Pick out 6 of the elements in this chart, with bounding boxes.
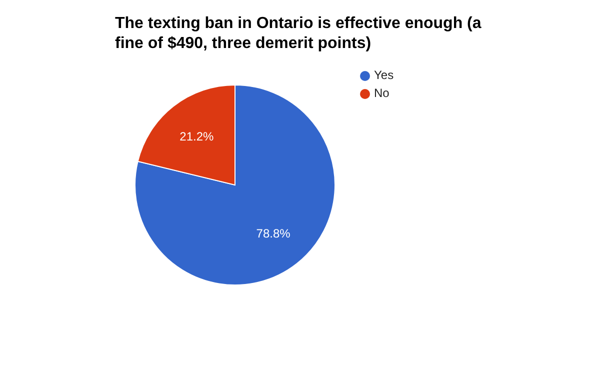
data-label: 21.2% (180, 129, 214, 144)
chart-title: The texting ban in Ontario is effective enough (a fine of $490, three demerit points) (115, 14, 482, 54)
pie-slice (134, 84, 336, 286)
legend-label: Yes (374, 68, 394, 82)
data-label: 78.8% (256, 226, 291, 241)
legend-label: No (374, 86, 390, 100)
